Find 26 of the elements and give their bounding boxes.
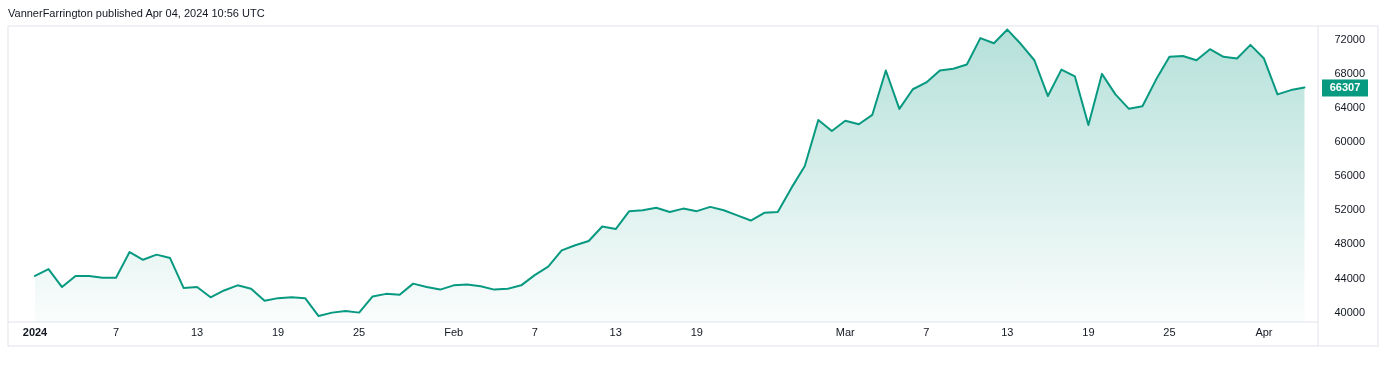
y-tick-label: 48000 — [1334, 237, 1365, 250]
x-tick-label: Mar — [835, 326, 856, 338]
x-tick-label: 13 — [1001, 326, 1014, 338]
x-tick-label: 25 — [1163, 326, 1176, 338]
x-tick-label: 19 — [690, 326, 703, 338]
y-tick-label: 56000 — [1334, 169, 1365, 182]
y-tick-label: 68000 — [1334, 66, 1365, 79]
x-tick-label: 25 — [353, 326, 366, 338]
y-tick-label: 64000 — [1334, 100, 1365, 113]
x-tick-label: 13 — [190, 326, 204, 338]
y-tick-label: 44000 — [1334, 271, 1365, 284]
y-tick-label: 72000 — [1334, 32, 1365, 45]
y-tick-label: 52000 — [1334, 203, 1365, 216]
y-tick-label: 40000 — [1334, 305, 1365, 318]
x-tick-label: 19 — [1082, 326, 1095, 338]
chart-title: VannerFarrington published Apr 04, 2024 10:56 UTC — [8, 7, 265, 19]
x-tick-label: 13 — [609, 326, 622, 338]
x-tick-label: 7 — [923, 326, 930, 338]
x-tick-label: 2024 — [22, 326, 49, 338]
x-tick-label: 7 — [112, 326, 120, 338]
y-tick-label: 60000 — [1334, 135, 1365, 148]
x-tick-label: Feb — [444, 326, 464, 338]
x-tick-label: 19 — [271, 326, 285, 338]
x-tick-label: Apr — [1255, 326, 1273, 338]
x-tick-label: 7 — [531, 326, 538, 338]
annotation: 66307 — [1329, 81, 1361, 94]
